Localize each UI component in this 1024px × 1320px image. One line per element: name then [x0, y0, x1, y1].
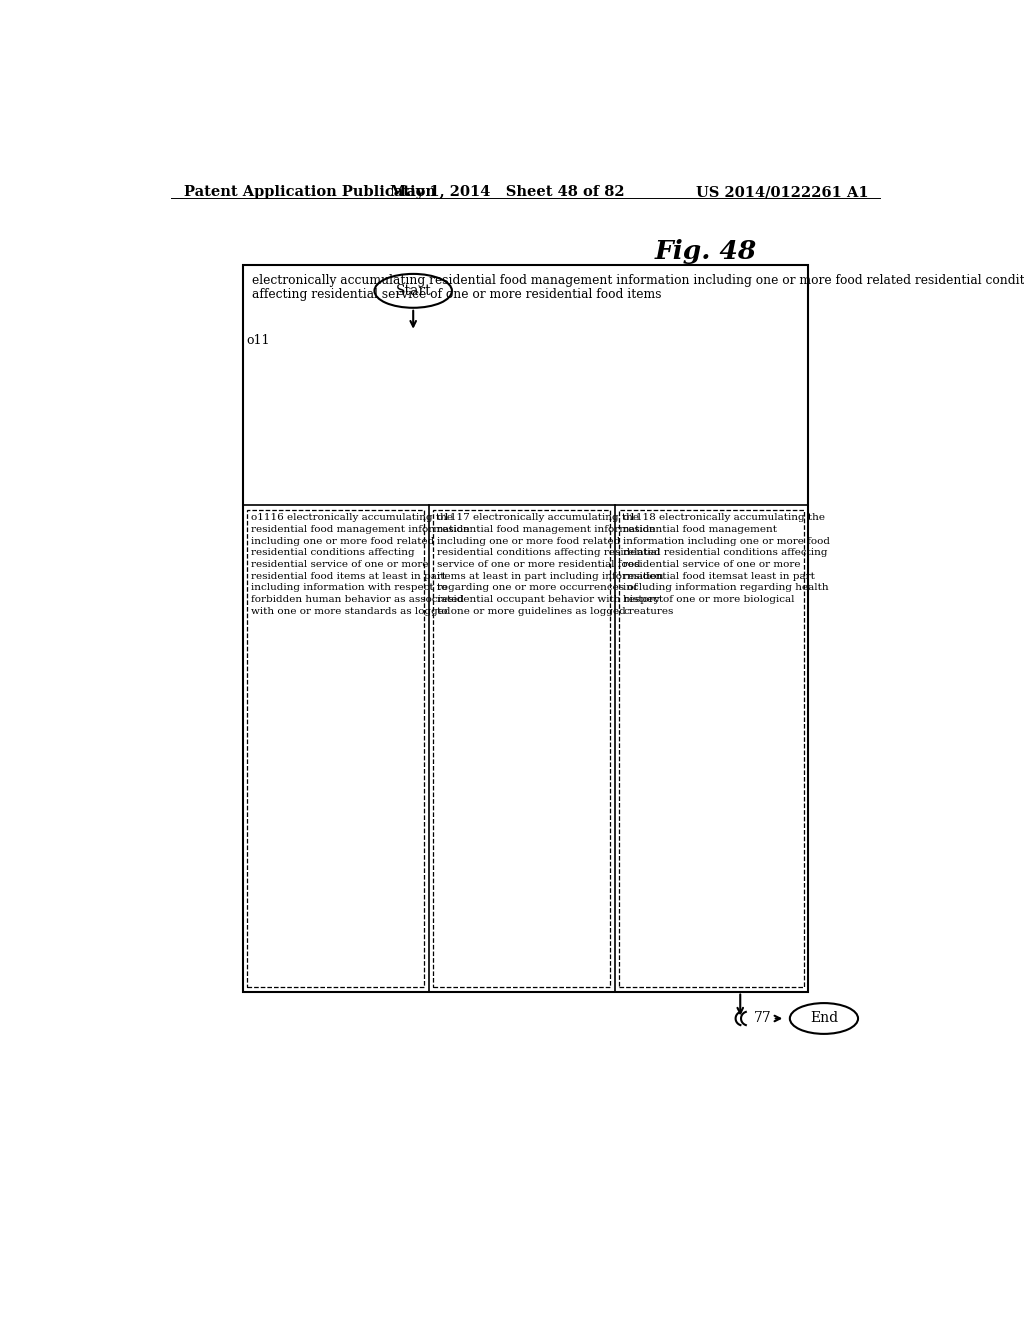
Text: End: End: [810, 1011, 838, 1026]
Text: o11: o11: [247, 334, 270, 347]
Bar: [620, 510, 804, 987]
Text: o1117 electronically accumulating the
residential food management information
in: o1117 electronically accumulating the re…: [437, 513, 664, 615]
Bar: [433, 510, 610, 987]
Text: o1116 electronically accumulating the
residential food management information
in: o1116 electronically accumulating the re…: [251, 513, 470, 615]
Bar: [243, 264, 809, 991]
Text: May 1, 2014   Sheet 48 of 82: May 1, 2014 Sheet 48 of 82: [390, 185, 625, 199]
Text: electronically accumulating residential food management information including on: electronically accumulating residential …: [252, 275, 1024, 286]
Bar: [248, 510, 424, 987]
Text: 77: 77: [755, 1011, 772, 1026]
Text: o1118 electronically accumulating the
residential food management
information in: o1118 electronically accumulating the re…: [624, 513, 830, 615]
Text: Fig. 48: Fig. 48: [655, 239, 758, 264]
Text: Patent Application Publication: Patent Application Publication: [183, 185, 436, 199]
Text: US 2014/0122261 A1: US 2014/0122261 A1: [695, 185, 868, 199]
Text: Start: Start: [395, 284, 431, 298]
Text: affecting residential service of one or more residential food items: affecting residential service of one or …: [252, 288, 662, 301]
